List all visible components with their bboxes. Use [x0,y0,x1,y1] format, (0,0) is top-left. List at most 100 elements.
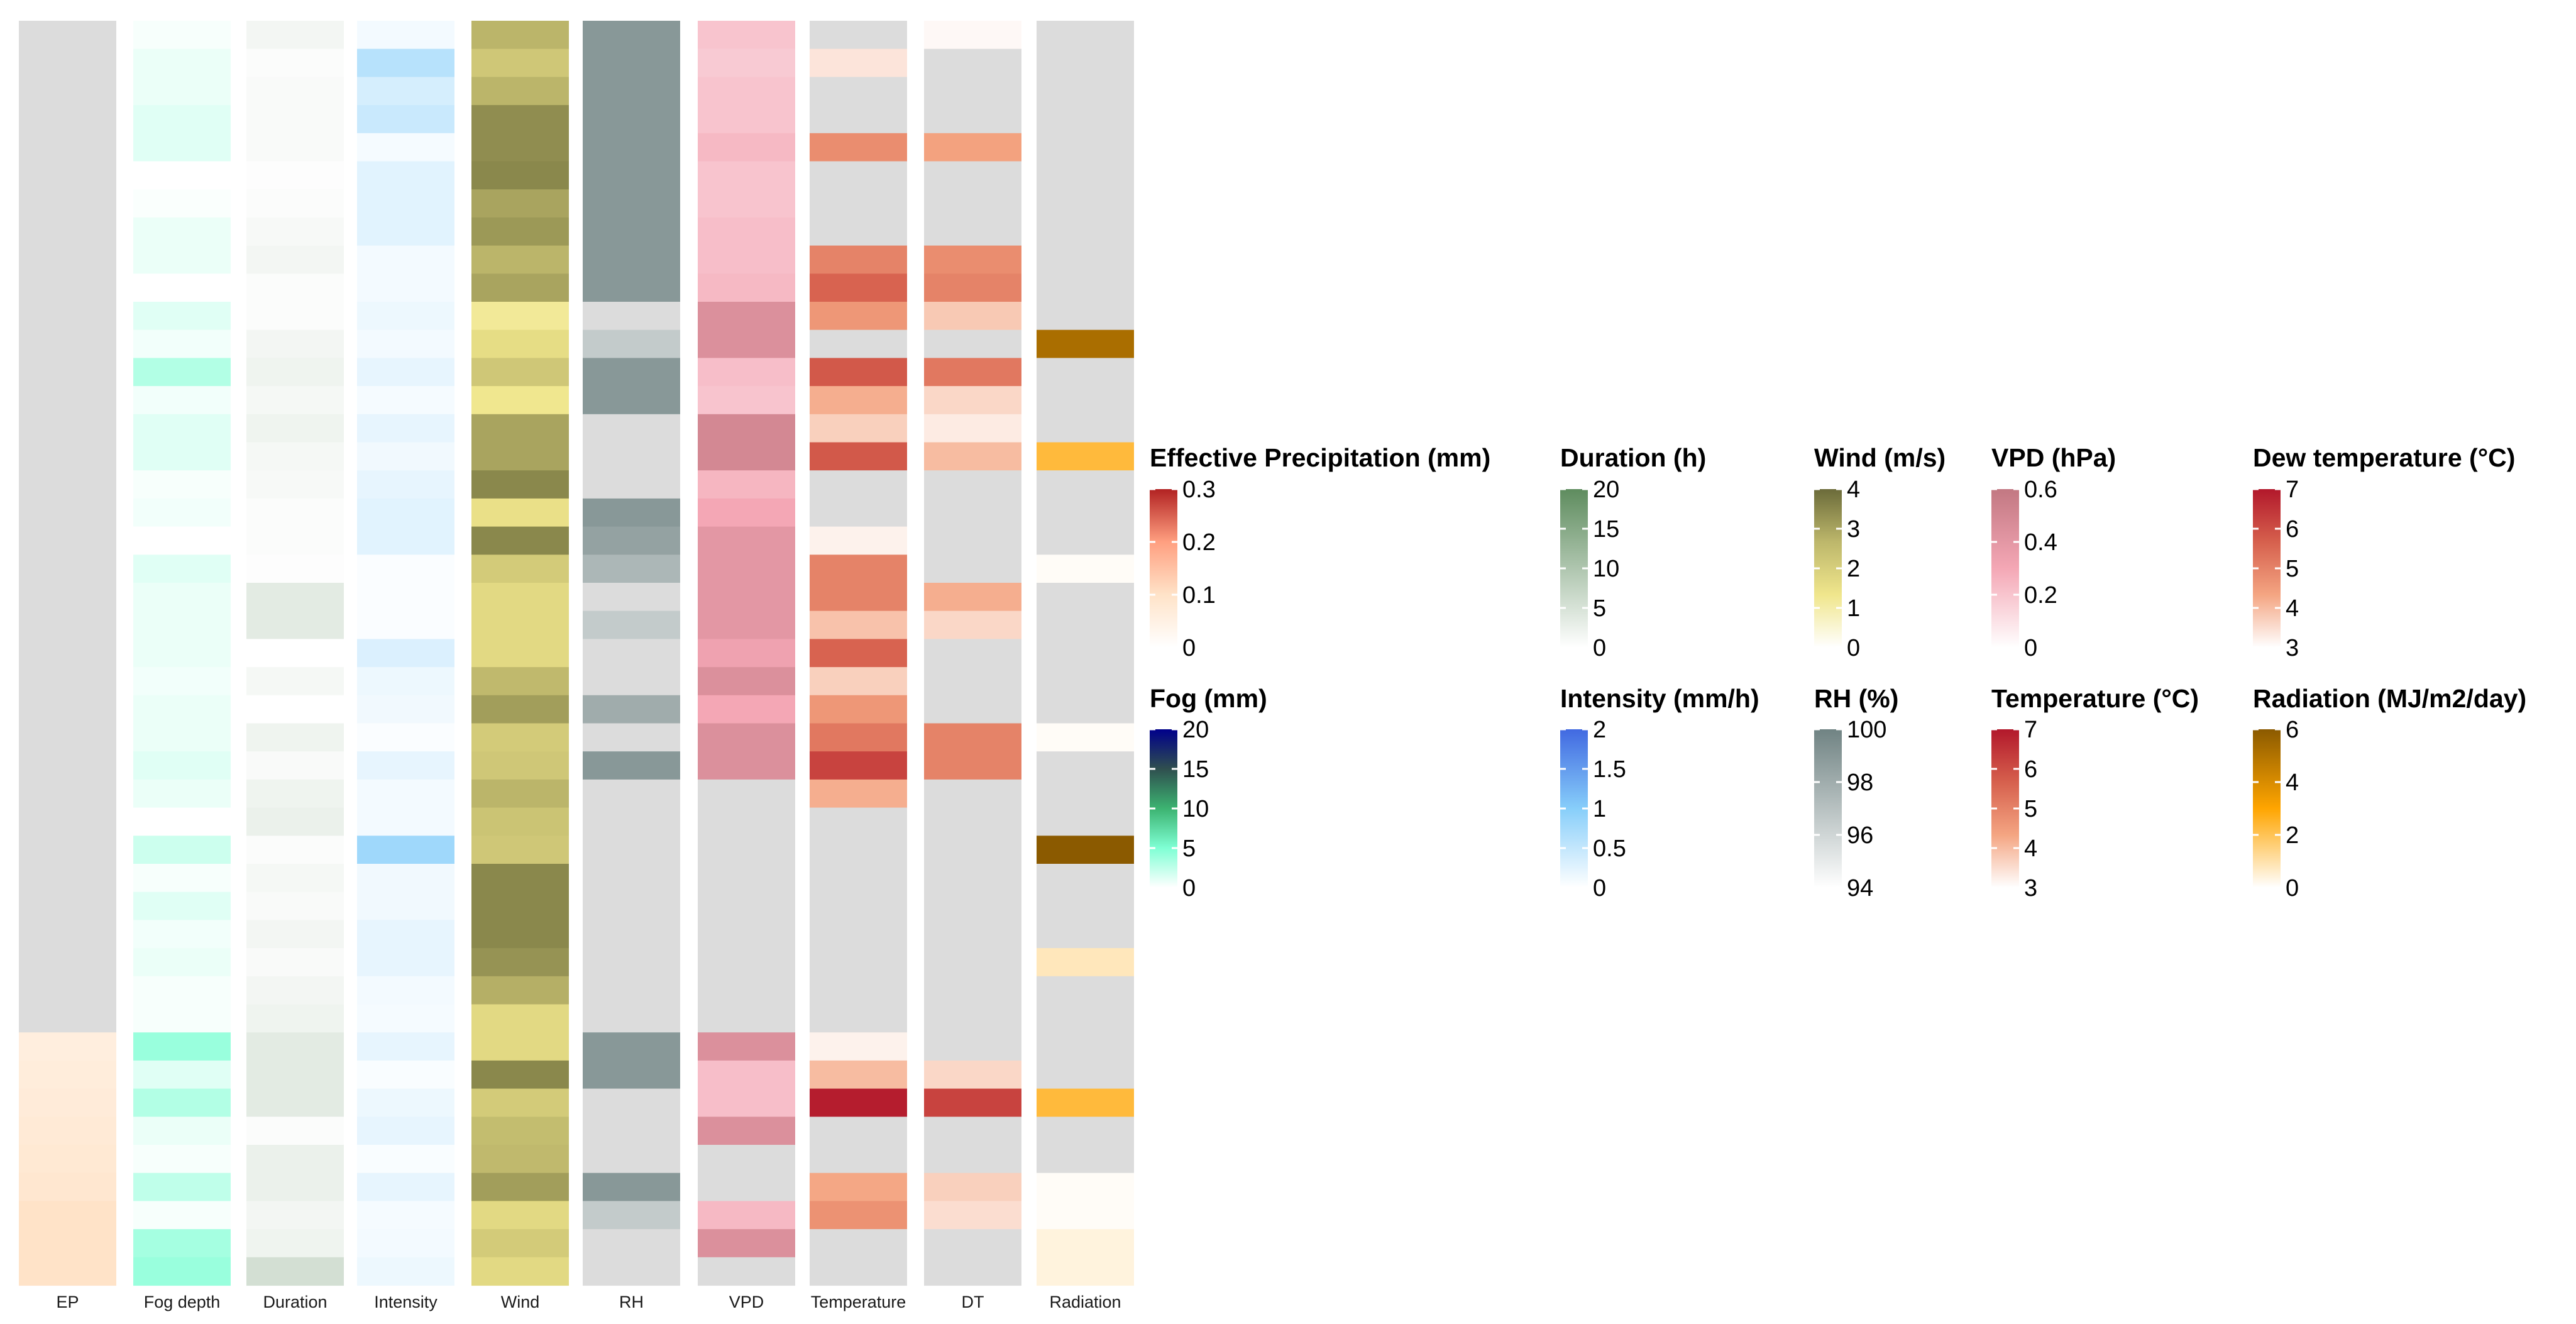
heatmap-cell [246,920,344,949]
heatmap-column-radiation [1037,21,1134,1286]
heatmap-cell [133,1088,231,1117]
heatmap-cell [357,302,454,331]
heatmap-cell [133,751,231,780]
legend-tick-label: 0.1 [1182,582,1216,609]
heatmap-cell [583,245,680,274]
column-label-ep: EP [56,1293,79,1311]
heatmap-cell [246,976,344,1005]
heatmap-cell [583,864,680,893]
heatmap-cell [357,470,454,499]
heatmap-cell [357,864,454,893]
heatmap-cell [357,723,454,752]
heatmap-cell [133,1201,231,1230]
heatmap-cell [471,583,569,612]
heatmap-cell [246,948,344,977]
heatmap-cell [19,1229,116,1258]
heatmap-cell [583,1172,680,1201]
heatmap-cell [471,864,569,893]
legend-tick-label: 4 [2024,836,2037,862]
heatmap-cell [924,554,1021,583]
heatmap-cell [924,358,1021,387]
heatmap-cell [19,1004,116,1033]
heatmap-cell [133,554,231,583]
heatmap-cell [698,470,795,499]
heatmap-cell [924,329,1021,358]
heatmap-cell [246,442,344,471]
legend-dew: Dew temperature (°C) 3 4 5 6 7 [2253,443,2515,661]
heatmap-cell [19,554,116,583]
heatmap-cell [810,583,907,612]
legend-tick-label: 0.6 [2024,477,2057,503]
heatmap-cell [810,610,907,639]
legend-tick-label: 2 [2286,822,2299,849]
heatmap-cell [246,779,344,808]
heatmap-cell [471,133,569,162]
heatmap-cell [357,77,454,106]
heatmap-cell [133,358,231,387]
heatmap-column-fog [133,21,231,1286]
heatmap-cell [698,105,795,134]
legend-panel: Effective Precipitation (mm) 0 0.1 0.2 0.3 Du… [1150,443,2526,902]
heatmap-cell [357,1229,454,1258]
heatmap-cell [698,526,795,555]
legend-tick-label: 0.3 [1182,477,1216,503]
heatmap-cell [924,807,1021,836]
heatmap-cell [1037,639,1134,668]
heatmap-cell [471,920,569,949]
heatmap-cell [924,948,1021,977]
column-label-vpd: VPD [729,1293,764,1311]
heatmap-cell [698,245,795,274]
heatmap-cell [1037,554,1134,583]
heatmap-cell [810,779,907,808]
heatmap-cell [357,386,454,415]
heatmap-cell [471,1201,569,1230]
heatmap-cell [246,161,344,190]
heatmap-cell [924,1117,1021,1145]
heatmap-column-ep [19,21,116,1286]
heatmap-cell [583,329,680,358]
legend-tick-label: 10 [1182,796,1209,822]
heatmap-cell [19,498,116,527]
heatmap-cell [246,217,344,246]
heatmap-cell [583,161,680,190]
heatmap-cell [246,1201,344,1230]
legend-wind: Wind (m/s) 0 1 2 3 4 [1814,443,1946,661]
legend-tick-label: 0 [1182,875,1196,902]
heatmap-cell [810,302,907,331]
legend-tick-label: 0 [1593,875,1606,902]
heatmap-cell [19,470,116,499]
legend-intensity: Intensity (mm/h) 0 0.5 1 1.5 2 [1560,684,1759,902]
heatmap-cell [19,891,116,920]
heatmap-cell [810,161,907,190]
heatmap-cell [357,105,454,134]
legend-tick-label: 15 [1593,516,1619,543]
heatmap-cell [357,217,454,246]
heatmap-cell [357,414,454,443]
heatmap-cell [583,442,680,471]
legend-title: Effective Precipitation (mm) [1150,443,1490,472]
heatmap-cell [133,161,231,190]
heatmap-cell [133,864,231,893]
heatmap-cell [19,161,116,190]
heatmap-cell [1037,1201,1134,1230]
heatmap-cell [19,442,116,471]
heatmap-cell [133,302,231,331]
heatmap-cell [19,779,116,808]
legend-colorbar [1814,729,1842,888]
heatmap-cell [19,639,116,668]
heatmap-cell [924,864,1021,893]
heatmap-cell [19,583,116,612]
heatmap-cell [133,273,231,302]
heatmap-cell [133,414,231,443]
legend-tick-label: 6 [2024,756,2037,783]
heatmap-cell [924,442,1021,471]
heatmap-cell [1037,1257,1134,1286]
heatmap-cell [698,386,795,415]
heatmap-cell [1037,1145,1134,1174]
heatmap-cell [19,864,116,893]
heatmap-cell [471,891,569,920]
heatmap-cell [810,554,907,583]
heatmap-cell [924,21,1021,50]
heatmap-cell [698,133,795,162]
